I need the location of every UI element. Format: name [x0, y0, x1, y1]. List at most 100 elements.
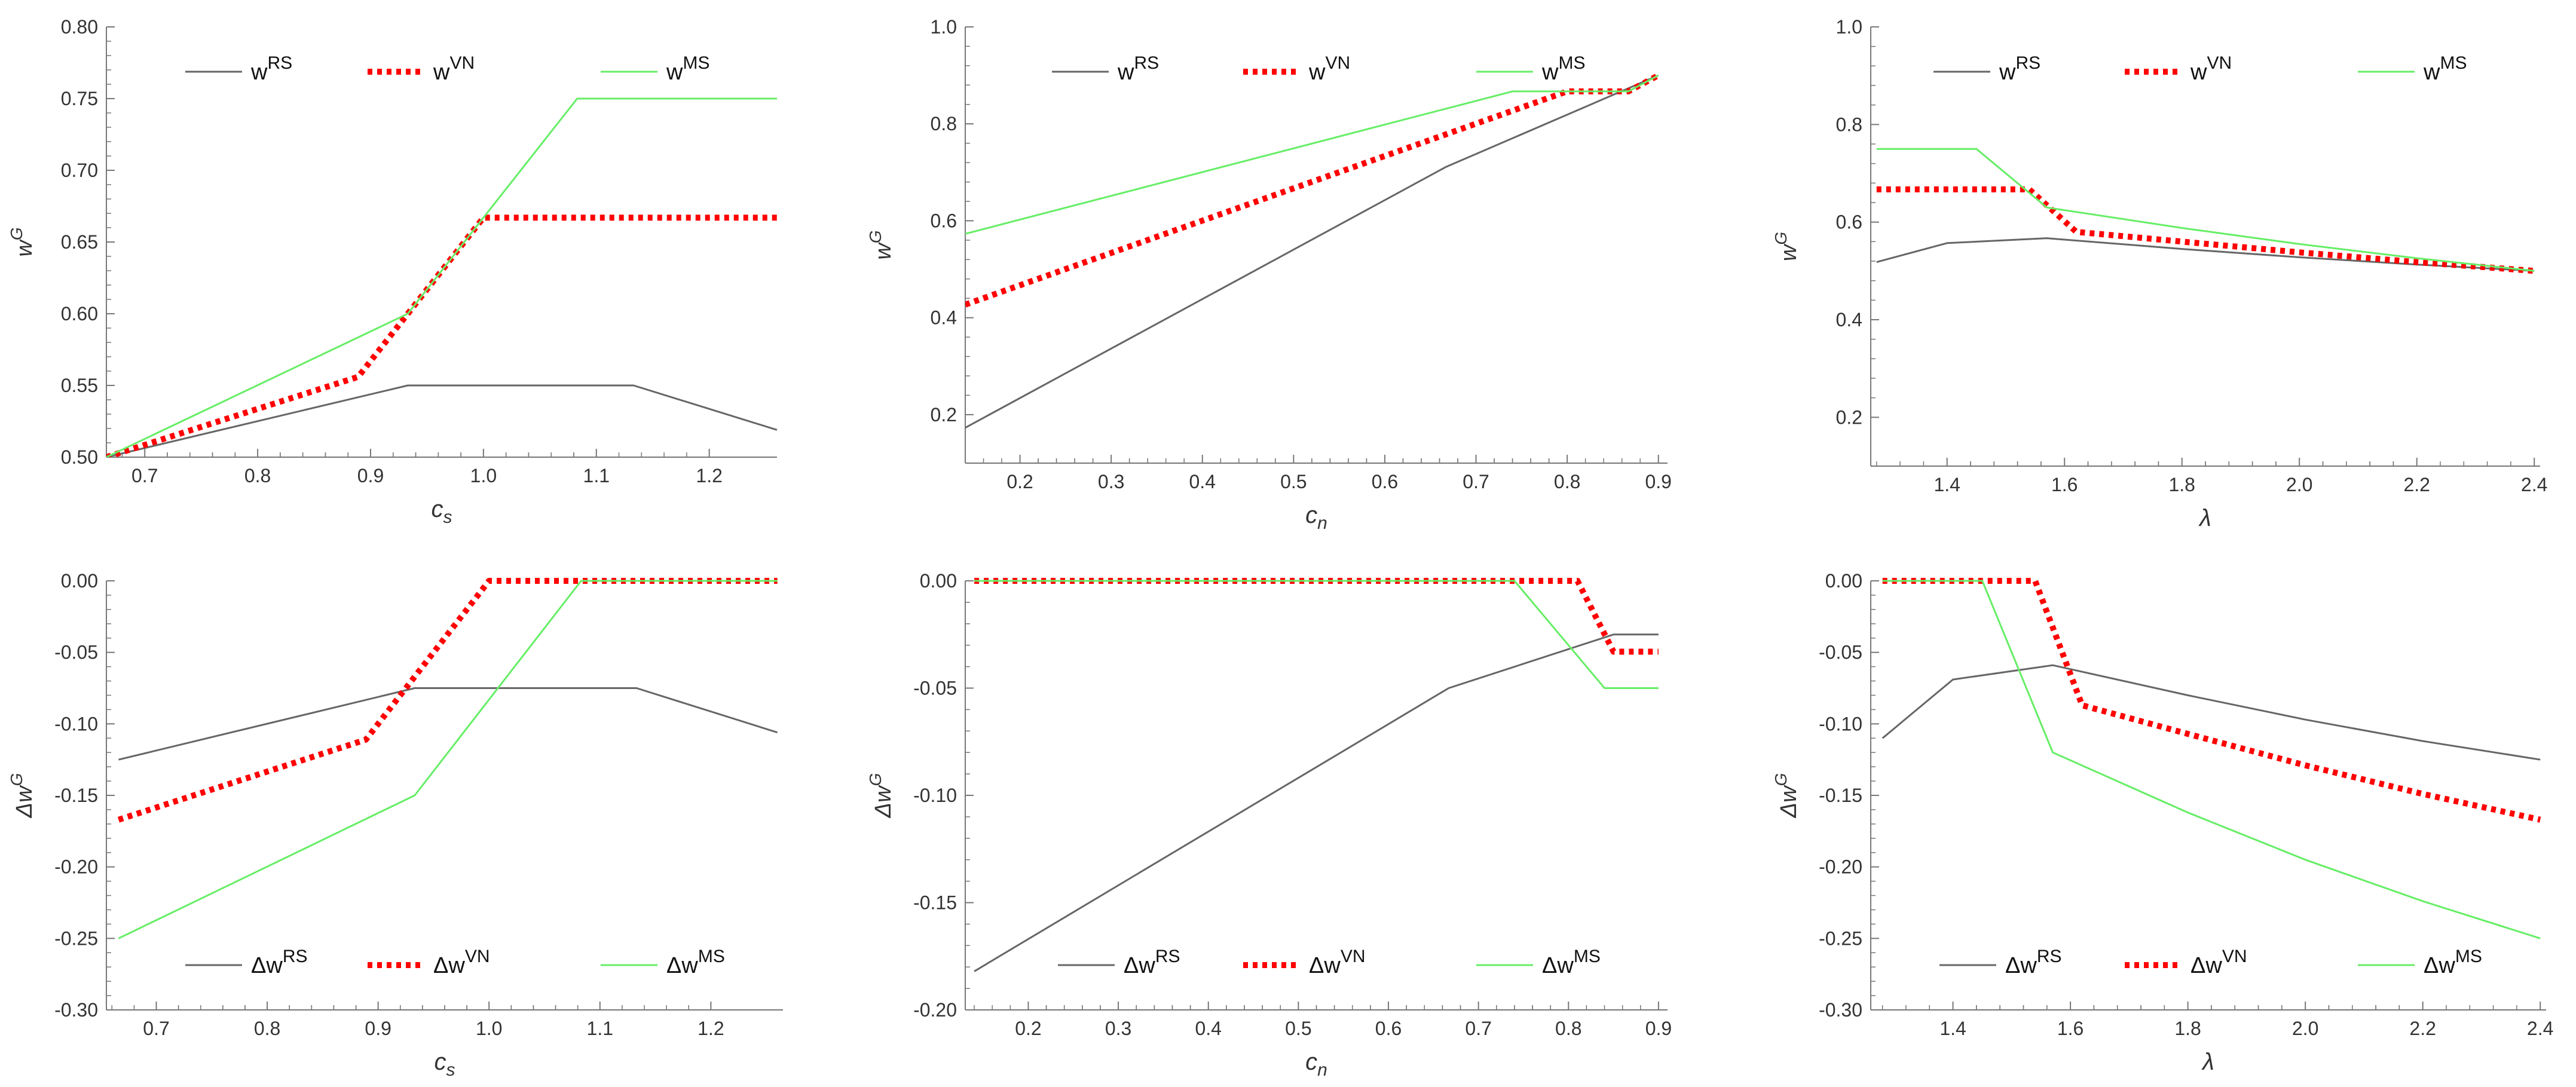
x-axis-label-sub: s: [443, 507, 452, 527]
y-axis-label-sup: G: [1772, 232, 1790, 245]
legend-label-sup: VN: [1341, 947, 1366, 966]
y-tick-label: 0.65: [61, 231, 98, 253]
legend-label-vn: wVN: [433, 53, 475, 85]
x-axis-label: λ: [2198, 505, 2211, 531]
legend-label-sup: MS: [2440, 53, 2467, 73]
legend-label-vn: ΔwVN: [1309, 947, 1366, 978]
y-tick-label: 0.00: [1825, 570, 1862, 592]
y-axis-label-sup: G: [1772, 773, 1790, 786]
legend-label-ms: wMS: [666, 53, 709, 85]
x-axis-label-sub: n: [1317, 1060, 1327, 1080]
y-tick-label: -0.10: [913, 785, 957, 806]
legend-label-sup: MS: [1558, 53, 1585, 73]
y-axis-label-sup: G: [866, 773, 885, 786]
series-line-vn: [965, 72, 1660, 308]
y-tick-label: 0.00: [61, 570, 98, 592]
legend-label-ms: ΔwMS: [666, 947, 725, 978]
y-axis-label: ΔwG: [7, 773, 37, 819]
legend-label-rs: wRS: [250, 53, 292, 85]
x-tick-label: 0.3: [1098, 471, 1124, 492]
y-tick-label: 0.6: [1836, 212, 1862, 233]
x-tick-label: 0.8: [244, 465, 271, 486]
legend-label-sup: RS: [1155, 947, 1180, 966]
x-tick-label: 2.2: [2409, 1018, 2436, 1039]
y-tick-label: 0.50: [61, 446, 98, 468]
legend-label-rs: ΔwRS: [1124, 947, 1180, 978]
x-tick-label: 0.5: [1285, 1018, 1311, 1039]
legend-label-vn: wVN: [1308, 53, 1350, 85]
y-axis-label: ΔwG: [866, 773, 896, 819]
y-tick-label: -0.05: [913, 678, 957, 699]
y-tick-label: -0.25: [1819, 927, 1862, 949]
y-axis-label-sup: G: [7, 773, 26, 786]
x-tick-label: 0.9: [365, 1018, 391, 1039]
x-axis-label-sub: n: [1317, 513, 1327, 533]
y-tick-label: -0.05: [54, 642, 98, 663]
x-tick-label: 1.6: [2057, 1018, 2084, 1039]
y-tick-label: 1.0: [931, 16, 957, 38]
x-tick-label: 1.2: [696, 465, 722, 486]
chart-panel-2: 0.2 0.3 0.4 0.5 0.6 0.7 0.8 0.9 0.2 0.4 0.6 0.8 1.0 c…: [866, 16, 1672, 533]
x-tick-label: 0.7: [1463, 471, 1489, 492]
series-line-vn: [1876, 186, 2535, 274]
series-line-ms: [1882, 580, 2541, 939]
x-tick-label: 0.6: [1372, 471, 1398, 492]
series-line-rs: [974, 633, 1659, 972]
legend-label-sup: MS: [1574, 947, 1601, 966]
y-tick-label: 0.8: [1836, 114, 1862, 135]
y-tick-label: 0.80: [61, 16, 98, 38]
x-tick-label: 0.2: [1006, 471, 1033, 492]
legend-label-sup: VN: [2222, 947, 2247, 966]
series-line-rs: [118, 687, 778, 761]
x-tick-label: 0.7: [131, 465, 158, 486]
chart-panel-3: 1.4 1.6 1.8 2.0 2.2 2.4 0.2 0.4 0.6 0.8 1.0 λ wG wRS w…: [1772, 16, 2547, 531]
x-tick-label: 0.3: [1105, 1018, 1131, 1039]
x-tick-label: 1.0: [470, 465, 497, 486]
y-tick-label: -0.20: [54, 856, 98, 878]
x-tick-label: 2.4: [2527, 1018, 2553, 1039]
y-axis-label: wG: [7, 227, 37, 256]
chart-panel-1: 0.7 0.8 0.9 1.0 1.1 1.2 0.50 0.55 0.60 0.65 0.70 0.…: [7, 16, 778, 527]
x-tick-label: 1.8: [2174, 1018, 2201, 1039]
series-line-vn: [106, 215, 777, 457]
y-axis-label-sup: G: [7, 227, 26, 240]
x-axis-label: cn: [1305, 1049, 1327, 1080]
legend-label-ms: ΔwMS: [2424, 947, 2482, 978]
x-tick-label: 1.1: [587, 1018, 613, 1039]
y-tick-label: -0.15: [913, 892, 957, 914]
y-tick-label: 0.4: [1836, 309, 1862, 330]
chart-panel-4: 0.7 0.8 0.9 1.0 1.1 1.2 -0.30 -0.25 -0.20 -0.15 -0…: [7, 570, 783, 1080]
x-tick-label: 2.0: [2286, 474, 2312, 495]
x-tick-label: 0.9: [1645, 1018, 1672, 1039]
legend-label-sup: RS: [2015, 53, 2040, 73]
legend-label-ms: ΔwMS: [1542, 947, 1601, 978]
x-tick-label: 1.8: [2168, 474, 2195, 495]
y-tick-label: 0.75: [61, 88, 98, 109]
x-tick-label: 1.1: [583, 465, 610, 486]
x-axis-label-sub: s: [446, 1060, 455, 1080]
legend-label-vn: ΔwVN: [2190, 947, 2247, 978]
legend-label-sup: RS: [267, 53, 292, 73]
legend-label-sup: RS: [1134, 53, 1159, 73]
legend-label-ms: wMS: [1541, 53, 1585, 85]
x-tick-label: 0.5: [1280, 471, 1307, 492]
x-axis-label: λ: [2201, 1049, 2214, 1075]
x-tick-label: 0.9: [1645, 471, 1671, 492]
y-tick-label: 1.0: [1836, 16, 1862, 38]
legend-label-sup: RS: [2037, 947, 2062, 966]
y-tick-label: -0.10: [54, 713, 98, 734]
x-tick-label: 0.6: [1375, 1018, 1402, 1039]
legend-label-rs: ΔwRS: [251, 947, 308, 978]
legend-label-rs: wRS: [1117, 53, 1159, 85]
y-axis-label: ΔwG: [1772, 773, 1801, 819]
legend-label-sup: MS: [683, 53, 709, 73]
x-tick-label: 2.2: [2403, 474, 2430, 495]
legend-label-sup: VN: [1325, 53, 1350, 73]
series-line-ms: [118, 580, 778, 939]
series-line-ms: [974, 580, 1659, 689]
legend-label-sup: MS: [698, 947, 725, 966]
series-line-vn: [1882, 578, 2541, 823]
x-tick-label: 0.7: [1465, 1018, 1491, 1039]
series-line-ms: [965, 74, 1659, 235]
